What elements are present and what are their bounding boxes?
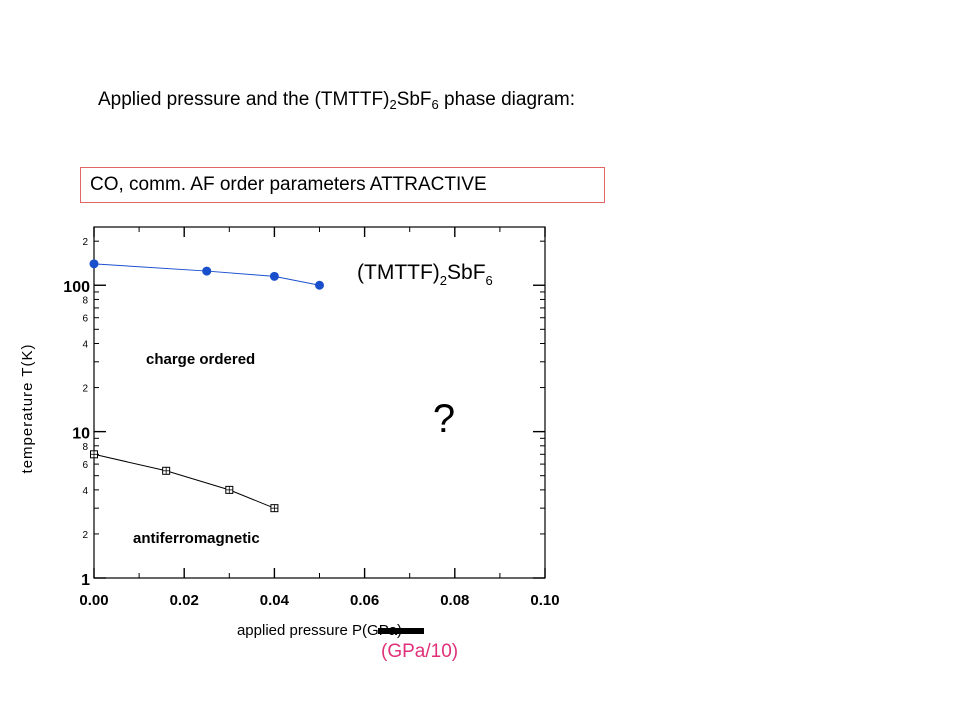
question-mark: ? xyxy=(433,397,455,441)
antiferromagnetic-label: antiferromagnetic xyxy=(133,530,260,547)
unit-note: (GPa/10) xyxy=(381,641,459,662)
data-point xyxy=(315,280,324,290)
y-minor-tick-label: 4 xyxy=(82,486,88,497)
x-axis-label: applied pressure P(GPa) xyxy=(237,622,402,639)
x-tick-label: 0.08 xyxy=(440,592,469,609)
compound-label: (TMTTF)2SbF6 xyxy=(357,261,493,288)
y-major-tick-label: 1 xyxy=(81,572,90,589)
x-tick-label: 0.04 xyxy=(260,592,290,609)
y-minor-tick-label: 2 xyxy=(82,237,88,248)
data-point xyxy=(269,271,279,281)
slide-title: Applied pressure and the (TMTTF)2SbF6 ph… xyxy=(98,89,576,112)
y-minor-tick-label: 6 xyxy=(82,314,88,325)
y-axis-label: temperature T(K) xyxy=(19,344,36,474)
unit-strike-bar xyxy=(378,628,424,634)
series-line xyxy=(93,453,275,509)
y-major-tick-label: 100 xyxy=(63,279,90,296)
y-minor-tick-label: 8 xyxy=(82,295,88,306)
charge-ordered-label: charge ordered xyxy=(146,351,255,368)
data-point xyxy=(202,266,212,276)
y-minor-tick-label: 8 xyxy=(82,442,88,453)
note-box: CO, comm. AF order parameters ATTRACTIVE xyxy=(80,167,605,203)
data-point xyxy=(89,259,99,269)
x-tick-label: 0.06 xyxy=(350,592,379,609)
x-tick-label: 0.02 xyxy=(170,592,199,609)
y-minor-tick-label: 6 xyxy=(82,460,88,471)
x-tick-label: 0.00 xyxy=(79,592,108,609)
x-tick-label: 0.10 xyxy=(530,592,559,609)
y-minor-tick-label: 2 xyxy=(82,384,88,395)
y-minor-tick-label: 2 xyxy=(82,530,88,541)
y-minor-tick-label: 4 xyxy=(82,339,88,350)
y-major-tick-label: 10 xyxy=(72,426,90,443)
series-line xyxy=(93,263,320,286)
